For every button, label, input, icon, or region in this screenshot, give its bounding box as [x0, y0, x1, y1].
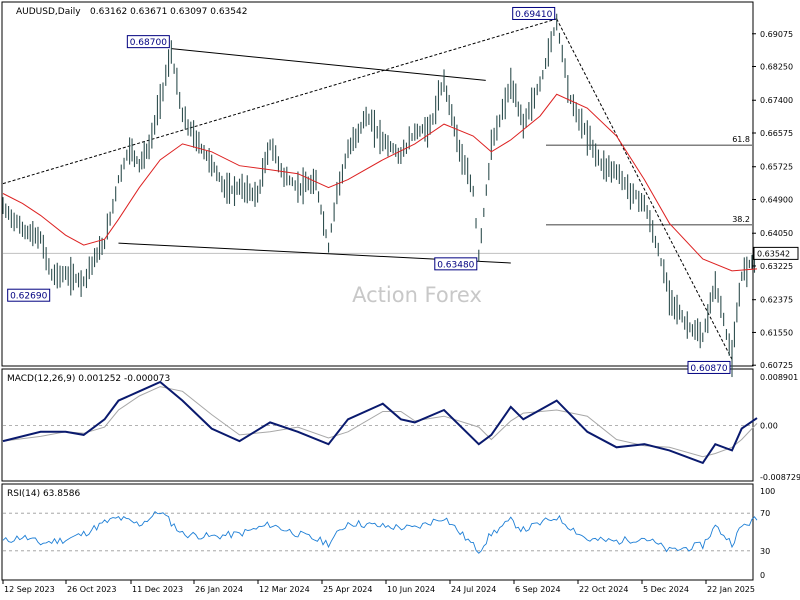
macd-panel: [1, 368, 754, 482]
ohlc-label: 0.63162 0.63671 0.63097 0.63542: [90, 7, 247, 17]
x-tick-label: 26 Jan 2024: [195, 585, 243, 594]
current-price-box: [753, 246, 799, 260]
annotation-box: [126, 35, 170, 49]
x-tick-label: 12 Sep 2023: [4, 585, 55, 594]
x-tick-label: 10 Jun 2024: [387, 585, 435, 594]
price-tick-label: 0.68250: [760, 63, 793, 72]
rsi-panel: [1, 483, 754, 581]
price-bars: [2, 13, 758, 378]
price-annotation: 0.63480: [434, 257, 478, 271]
current-price-label: 0.63542: [757, 249, 790, 258]
price-tick-label: 0.63225: [760, 262, 793, 271]
current-price-tag: 0.63542: [753, 246, 799, 260]
annotation-label: 0.62690: [10, 292, 47, 302]
x-tick-label: 22 Oct 2024: [579, 585, 628, 594]
watermark: Action Forex: [352, 283, 482, 307]
macd-label: MACD(12,26,9) 0.001252 -0.000073: [7, 374, 170, 384]
rsi-tick-label: 70: [760, 509, 770, 518]
axis-layer: 0.69075 0.68250 0.67400 0.66575 0.65725 0.649…: [2, 30, 800, 594]
price-panel: [1, 1, 754, 367]
price-layer: 61.8 38.2 0.68700 0.69410 0.62690 0.63480 0.60…: [2, 6, 758, 378]
price-annotation: 0.69410: [512, 6, 556, 20]
x-tick-label: 26 Oct 2023: [67, 585, 116, 594]
x-tick-label: 12 Mar 2024: [259, 585, 310, 594]
rsi-tick-label: 30: [760, 547, 770, 556]
rsi-tick-label: 0: [760, 571, 765, 580]
rsi-tick-label: 100: [760, 487, 775, 496]
trendline: [2, 18, 557, 185]
price-tick-label: 0.64050: [760, 229, 793, 238]
x-tick-label: 24 Jul 2024: [451, 585, 496, 594]
fib-level-label: 38.2: [732, 215, 750, 224]
macd-signal-line: [2, 386, 758, 458]
price-tick-label: 0.60725: [760, 361, 793, 370]
symbol-label: AUDUSD,Daily: [16, 7, 81, 17]
x-tick-label: 25 Apr 2024: [323, 585, 372, 594]
fib-level-label: 61.8: [732, 135, 750, 144]
x-tick-label: 6 Sep 2024: [515, 585, 561, 594]
moving-average-line: [2, 93, 758, 272]
price-tick-label: 0.61550: [760, 328, 793, 337]
rsi-label: RSI(14) 63.8586: [7, 489, 80, 499]
price-tick-label: 0.64900: [760, 195, 793, 204]
annotation-label: 0.68700: [130, 38, 167, 48]
macd-layer: [2, 380, 758, 465]
price-annotation: 0.62690: [7, 288, 51, 302]
price-annotation: 0.68700: [126, 35, 170, 49]
macd-tick-label: -0.008729: [760, 473, 800, 482]
macd-tick-label: 0.008901: [760, 373, 798, 382]
x-tick-label: 22 Jan 2025: [707, 585, 755, 594]
annotation-box: [512, 6, 556, 20]
macd-tick-label: 0.00: [760, 422, 778, 431]
price-tick-label: 0.62375: [760, 296, 793, 305]
rsi-line: [2, 511, 758, 554]
annotation-label: 0.69410: [515, 10, 552, 20]
trendline: [556, 18, 733, 360]
annotation-box: [434, 257, 478, 271]
x-tick-label: 11 Dec 2023: [132, 585, 183, 594]
price-tick-label: 0.66575: [760, 129, 793, 138]
annotation-label: 0.60870: [690, 364, 727, 374]
trendline: [171, 48, 486, 81]
price-tick-label: 0.67400: [760, 96, 793, 105]
annotation-label: 0.63480: [437, 260, 474, 270]
annotation-box: [7, 288, 51, 302]
rsi-layer: [2, 511, 758, 554]
price-tick-label: 0.69075: [760, 30, 793, 39]
x-tick-label: 5 Dec 2024: [643, 585, 689, 594]
macd-line: [2, 380, 758, 465]
annotation-box: [687, 360, 731, 374]
price-annotation: 0.60870: [687, 360, 731, 374]
price-tick-label: 0.65725: [760, 163, 793, 172]
